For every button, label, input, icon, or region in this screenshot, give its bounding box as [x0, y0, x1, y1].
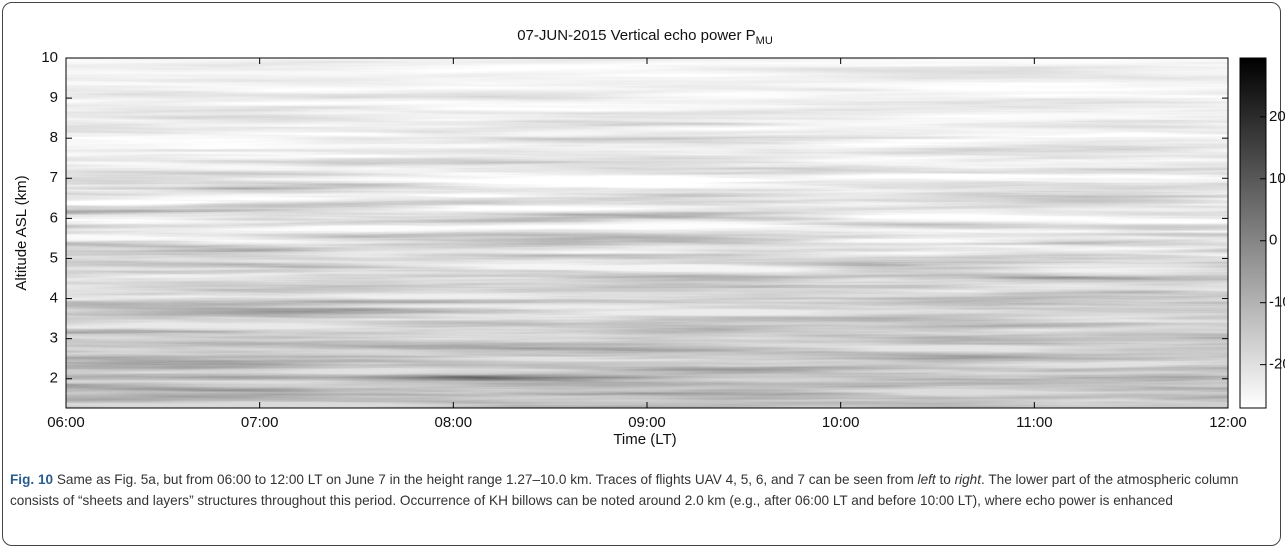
caption-text: to [935, 472, 955, 487]
y-tick-label: 9 [50, 89, 58, 106]
x-tick-label: 11:00 [1016, 414, 1052, 431]
caption-label: Fig. 10 [10, 472, 54, 487]
x-axis-label: Time (LT) [613, 431, 676, 448]
caption-text: Same as Fig. 5a, but from 06:00 to 12:00… [56, 472, 918, 487]
colorbar-tick-label: 20 [1269, 108, 1285, 125]
colorbar-tick-label: 0 [1269, 232, 1277, 249]
y-tick-label: 5 [50, 249, 58, 266]
caption-text: . The lower part of the atmospheric colu… [10, 472, 1239, 508]
caption-italic: left [917, 472, 936, 487]
colorbar [1239, 57, 1267, 409]
colorbar-tick-label: -20 [1269, 356, 1285, 373]
y-tick-label: 7 [50, 169, 58, 186]
x-tick-label: 06:00 [47, 414, 85, 431]
chart-title: 07-JUN-2015 Vertical echo power PMU [517, 27, 773, 47]
echo-image [66, 58, 1228, 408]
echo-shading [66, 58, 1228, 408]
y-axis-label: Altitude ASL (km) [13, 175, 30, 290]
y-tick-label: 2 [50, 370, 58, 387]
caption-italic: right [954, 472, 982, 487]
colorbar-tick-label: 10 [1269, 170, 1285, 187]
y-tick-label: 3 [50, 330, 58, 347]
colorbar-tick-label: -10 [1269, 294, 1285, 311]
x-tick-label: 09:00 [628, 414, 666, 431]
x-tick-label: 08:00 [435, 414, 473, 431]
title-text: 07-JUN-2015 Vertical echo power P [517, 27, 755, 44]
caption: Fig. 10 Same as Fig. 5a, but from 06:00 … [10, 470, 1272, 511]
x-tick-label: 07:00 [241, 414, 279, 431]
y-tick-label: 8 [50, 129, 58, 146]
y-tick-label: 4 [50, 290, 58, 307]
y-tick-label: 10 [41, 49, 58, 66]
y-tick-label: 6 [50, 209, 58, 226]
title-subscript: MU [756, 35, 773, 47]
x-tick-label: 12:00 [1209, 414, 1247, 431]
x-tick-label: 10:00 [822, 414, 860, 431]
chart: 07-JUN-2015 Vertical echo power PMU Time… [13, 27, 1285, 448]
